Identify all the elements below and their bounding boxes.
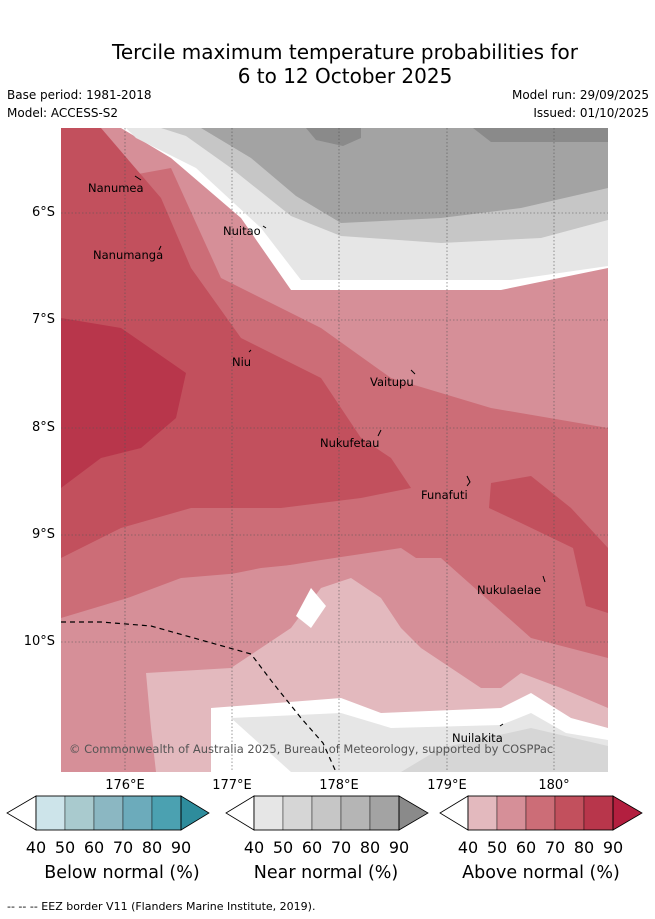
near-swatch-2 [311,795,342,831]
below-tick-80: 80 [141,838,163,857]
above-arrow-low [439,795,469,831]
place-nukufetau: Nukufetau [320,436,379,450]
near-90-patch-b [473,128,608,142]
nuitao-mark [262,225,267,229]
map-title-line1: Tercile maximum temperature probabilitie… [112,40,578,64]
above-tick-60: 60 [515,838,537,857]
place-nukulaelae: Nukulaelae [477,583,541,597]
colorbar-near [225,795,429,831]
model-name: Model: ACCESS-S2 [7,106,119,120]
lat-label-8s: 8°S [31,420,55,435]
funafuti-mark [466,475,471,487]
below-swatch-4 [151,795,182,831]
eez-border [61,621,337,772]
below-swatch-2 [93,795,124,831]
niu-mark [248,349,252,353]
above-70-80-patch-east [489,476,608,613]
white-diamond-patch [296,588,326,628]
place-nanumanga: Nanumanga [93,248,163,262]
colorbar-below [6,795,210,831]
near-tick-60: 60 [301,838,323,857]
near-arrow-low [225,795,255,831]
lon-label-180: 180° [538,778,570,793]
below-tick-60: 60 [83,838,105,857]
near-tick-90: 90 [388,838,410,857]
colorbar-above [439,795,643,831]
graticule [61,128,608,772]
above-swatch-4 [583,795,614,831]
place-nuitao: Nuitao [223,224,261,238]
lat-label-6s: 6°S [31,205,55,220]
issued-date: Issued: 01/10/2025 [533,106,649,120]
near-swatch-0 [253,795,284,831]
near-tick-40: 40 [243,838,265,857]
place-nanumea: Nanumea [88,181,144,195]
above-swatch-2 [525,795,556,831]
above-tick-90: 90 [602,838,624,857]
probability-map: Nanumea Nanumanga Nuitao Niu Vaitupu Nuk… [61,128,608,772]
below-normal-title: Below normal (%) [44,863,200,883]
above-arrow-high [612,795,643,831]
above-tick-70: 70 [544,838,566,857]
near-swatch-1 [282,795,313,831]
map-title: Tercile maximum temperature probabilitie… [0,40,655,88]
near-tick-80: 80 [359,838,381,857]
place-nuilakita: Nuilakita [452,731,503,745]
near-80-90-north [201,128,608,223]
near-tick-70: 70 [330,838,352,857]
lat-label-10s: 10°S [23,634,55,649]
below-swatch-1 [64,795,95,831]
below-tick-50: 50 [54,838,76,857]
below-tick-40: 40 [25,838,47,857]
lon-label-178e: 178°E [319,778,359,793]
nanumanga-mark [158,245,162,251]
below-swatch-0 [35,795,66,831]
above-tick-50: 50 [486,838,508,857]
near-90-patch-a [306,128,361,146]
below-swatch-3 [122,795,153,831]
near-50-60-south [401,728,608,772]
base-period: Base period: 1981-2018 [7,88,152,102]
near-swatch-4 [369,795,400,831]
map-title-line2: 6 to 12 October 2025 [237,64,453,88]
colorbars [6,795,643,831]
model-run: Model run: 29/09/2025 [511,88,649,102]
near-arrow-high [398,795,429,831]
lon-label-179e: 179°E [427,778,467,793]
island-marks [134,175,546,727]
lat-label-9s: 9°S [31,527,55,542]
nuilakita-mark [499,723,504,727]
below-arrow-high [180,795,210,831]
near-normal-title: Near normal (%) [253,863,399,883]
vaitupu-mark [410,369,416,375]
lon-label-176e: 176°E [105,778,145,793]
lat-label-7s: 7°S [31,312,55,327]
above-swatch-3 [554,795,585,831]
nukufetau-mark [377,429,382,437]
place-vaitupu: Vaitupu [370,375,414,389]
lon-label-177e: 177°E [212,778,252,793]
above-swatch-1 [496,795,527,831]
below-arrow-low [6,795,37,831]
above-tick-40: 40 [457,838,479,857]
below-tick-70: 70 [112,838,134,857]
near-swatch-3 [340,795,371,831]
below-tick-90: 90 [170,838,192,857]
eez-footer-note: -- -- -- EEZ border V11 (Flanders Marine… [7,900,316,913]
above-normal-title: Above normal (%) [462,863,620,883]
place-niu: Niu [232,355,251,369]
place-funafuti: Funafuti [421,488,468,502]
above-70-80-band [61,128,411,558]
above-swatch-0 [467,795,498,831]
nukulaelae-mark [542,575,546,583]
nanumea-mark [134,175,142,181]
near-tick-50: 50 [272,838,294,857]
above-tick-80: 80 [573,838,595,857]
above-80-90-patch [61,318,186,488]
copyright-notice: © Commonwealth of Australia 2025, Bureau… [69,742,553,756]
